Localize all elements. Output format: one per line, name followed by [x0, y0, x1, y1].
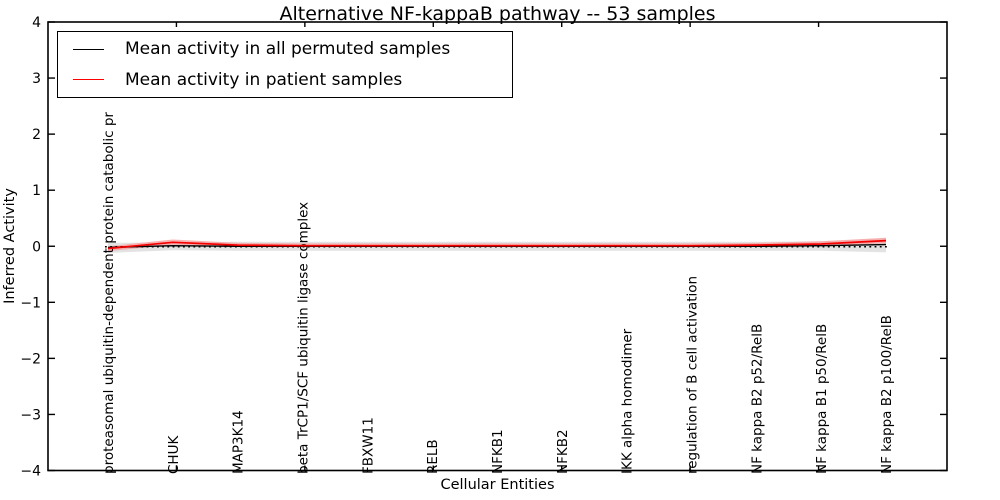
- series-line-patient: [107, 239, 887, 250]
- y-tick-label: 1: [32, 183, 41, 199]
- y-tick-label: −2: [20, 351, 41, 367]
- x-category-label: RELB: [425, 439, 441, 474]
- y-tick-label: 3: [32, 71, 41, 87]
- y-tick-label: 0: [32, 239, 41, 255]
- y-tick-label: 4: [32, 15, 41, 31]
- y-axis-title: Inferred Activity: [2, 188, 18, 304]
- chart-title: Alternative NF-kappaB pathway -- 53 samp…: [279, 3, 716, 25]
- x-category-label: CHUK: [166, 435, 182, 474]
- y-tick-label: −4: [20, 464, 41, 480]
- legend-box: Mean activity in all permuted samples Me…: [57, 31, 513, 98]
- legend-item-patient: Mean activity in patient samples: [73, 70, 512, 90]
- x-category-label: NFKB2: [555, 429, 571, 474]
- x-category-label: NF kappa B1 p50/RelB: [814, 324, 830, 474]
- x-category-label: IKK alpha homodimer: [620, 328, 636, 474]
- x-category-label: regulation of B cell activation: [685, 276, 701, 474]
- x-category-label: FBXW11: [360, 417, 376, 474]
- legend-label: Mean activity in all permuted samples: [125, 39, 451, 60]
- legend-label: Mean activity in patient samples: [125, 69, 403, 90]
- y-tick-label: −3: [20, 407, 41, 423]
- x-category-label: NFKB1: [490, 429, 506, 474]
- y-tick-label: 2: [32, 127, 41, 143]
- x-category-label: NF kappa B2 p100/RelB: [879, 315, 895, 474]
- x-category-label: NF kappa B2 p52/RelB: [749, 324, 765, 474]
- x-axis-title: Cellular Entities: [440, 477, 555, 493]
- y-tick-label: −1: [20, 295, 41, 311]
- x-category-label: beta TrCP1/SCF ubiquitin ligase complex: [296, 202, 312, 474]
- confidence-band-patient: [108, 237, 886, 252]
- x-category-label: MAP3K14: [231, 410, 247, 474]
- legend-line-sample-red: [73, 79, 104, 81]
- legend-line-sample-black: [73, 48, 104, 50]
- legend-item-permuted: Mean activity in all permuted samples: [73, 39, 512, 59]
- x-category-label: proteasomal ubiquitin-dependent protein …: [101, 112, 117, 474]
